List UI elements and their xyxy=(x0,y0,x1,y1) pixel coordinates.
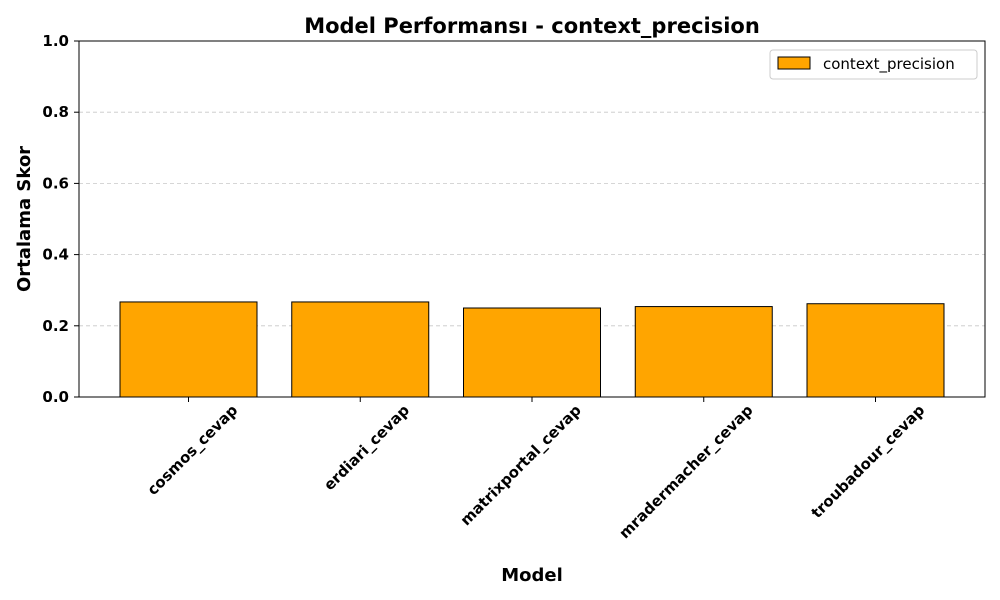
y-tick-label: 0.6 xyxy=(42,174,69,192)
x-tick-label: cosmos_cevap xyxy=(144,401,242,499)
y-tick-label: 0.2 xyxy=(42,317,69,335)
x-axis-label: Model xyxy=(501,565,563,586)
bar-erdiari_cevap xyxy=(291,301,430,398)
y-tick-label: 0.8 xyxy=(42,103,69,121)
bar-cosmos_cevap xyxy=(119,301,258,398)
x-tick-label: erdiari_cevap xyxy=(320,401,413,494)
y-axis-label: Ortalama Skor xyxy=(14,146,35,292)
legend: context_precision xyxy=(769,49,978,80)
legend-swatch xyxy=(777,56,811,70)
y-axis-ticks: 0.0 0.2 0.4 0.6 0.8 1.0 xyxy=(42,32,79,406)
chart-title: Model Performansı - context_precision xyxy=(304,14,760,38)
bar-troubadour_cevap xyxy=(806,303,945,398)
legend-box xyxy=(769,49,978,80)
x-tick-label: troubadour_cevap xyxy=(808,401,929,522)
grid-lines xyxy=(79,111,985,327)
y-tick-label: 1.0 xyxy=(42,32,69,50)
y-tick-label: 0.4 xyxy=(42,246,69,264)
y-tick-label: 0.0 xyxy=(42,388,69,406)
bars xyxy=(119,301,945,398)
bar-matrixportal_cevap xyxy=(463,307,601,398)
x-tick-label: mradermacher_cevap xyxy=(615,401,756,542)
x-axis-ticks: cosmos_cevap erdiari_cevap matrixportal_ce… xyxy=(144,397,929,542)
x-tick-label: matrixportal_cevap xyxy=(457,401,585,529)
legend-label: context_precision xyxy=(823,55,955,74)
bar-mradermacher_cevap xyxy=(634,306,773,398)
